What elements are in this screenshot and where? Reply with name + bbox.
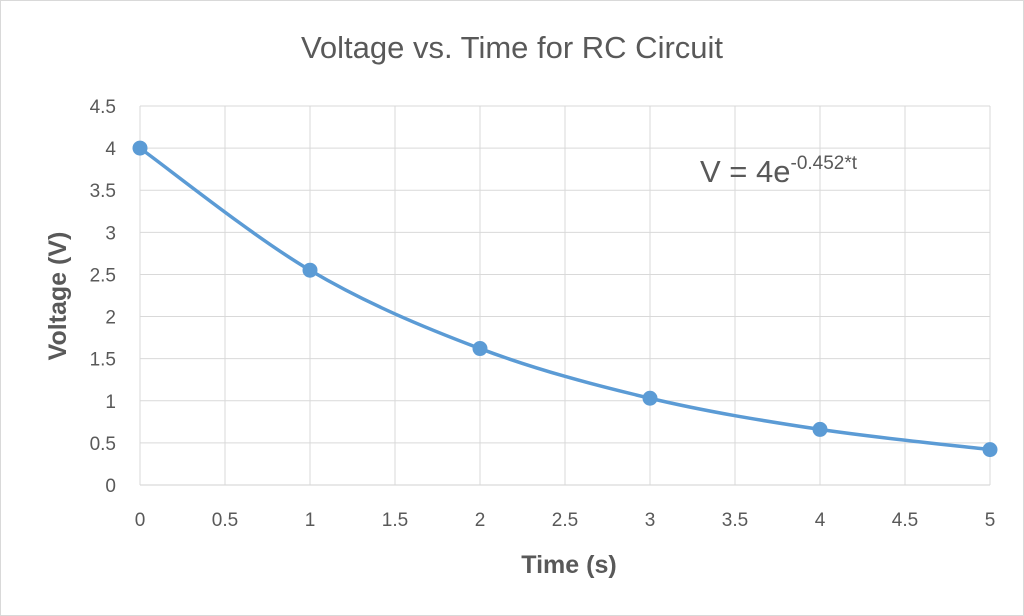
- chart-title: Voltage vs. Time for RC Circuit: [301, 30, 723, 65]
- x-tick-label: 2.5: [552, 510, 578, 531]
- y-tick-label: 1.5: [90, 350, 116, 371]
- data-point: [302, 262, 318, 278]
- x-tick-label: 0: [135, 510, 146, 531]
- series-line: [138, 146, 992, 452]
- y-tick-labels: 0 0.5 1 1.5 2 2.5 3 3.5 4 4.5: [90, 97, 117, 497]
- data-point: [812, 421, 828, 437]
- y-tick-label: 0.5: [90, 434, 116, 455]
- x-tick-label: 0.5: [212, 510, 238, 531]
- data-point: [982, 442, 998, 458]
- x-tick-label: 3: [645, 510, 656, 531]
- x-tick-label: 3.5: [722, 510, 748, 531]
- x-tick-labels: 0 0.5 1 1.5 2 2.5 3 3.5 4 4.5 5: [135, 510, 996, 531]
- y-tick-label: 4.5: [90, 97, 116, 118]
- y-tick-label: 0: [105, 476, 116, 497]
- x-tick-label: 4.5: [892, 510, 918, 531]
- y-tick-label: 2: [105, 308, 116, 329]
- data-point: [132, 140, 148, 156]
- equation-annotation: V = 4e-0.452*t: [700, 153, 858, 189]
- x-tick-label: 1: [305, 510, 316, 531]
- y-tick-label: 1: [105, 392, 116, 413]
- y-tick-label: 3: [105, 223, 116, 244]
- data-point: [472, 341, 488, 357]
- y-tick-label: 3.5: [90, 181, 116, 202]
- equation-exponent: -0.452*t: [791, 153, 858, 174]
- data-point: [642, 390, 658, 406]
- x-tick-label: 4: [815, 510, 826, 531]
- x-tick-label: 5: [985, 510, 996, 531]
- y-tick-label: 4: [105, 139, 116, 160]
- y-axis-label: Voltage (V): [44, 232, 72, 361]
- y-tick-label: 2.5: [90, 265, 116, 286]
- equation-base: V = 4e: [700, 154, 791, 189]
- series-group: [132, 140, 998, 458]
- x-axis-label: Time (s): [521, 551, 616, 579]
- gridlines: [139, 105, 991, 486]
- x-tick-label: 1.5: [382, 510, 408, 531]
- x-tick-label: 2: [475, 510, 486, 531]
